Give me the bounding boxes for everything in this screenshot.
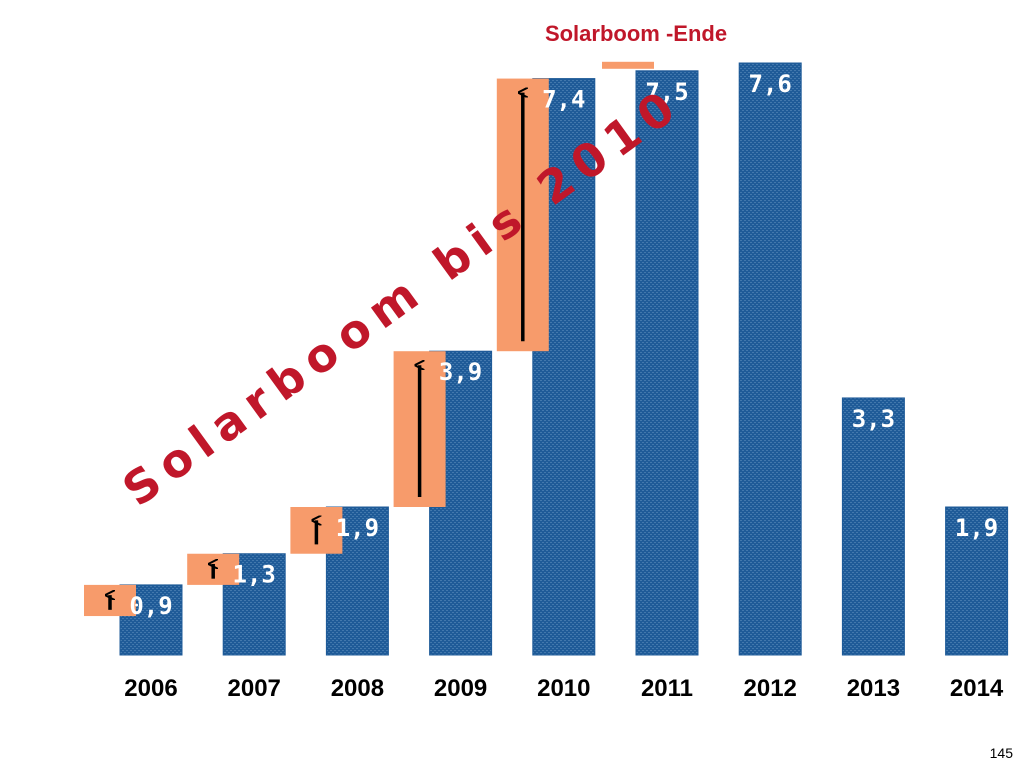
x-tick-2011: 2011 bbox=[641, 675, 693, 702]
bar-value-label-2010: 7,4 bbox=[542, 86, 585, 114]
bar-2013 bbox=[841, 397, 905, 656]
x-tick-2007: 2007 bbox=[228, 675, 281, 702]
x-axis-ticks: 2006 2007 2008 2009 2010 2011 2012 2013 2014 bbox=[124, 675, 1004, 702]
bar-2014 bbox=[945, 506, 1009, 656]
bar-value-label-2006: 0,9 bbox=[129, 592, 172, 620]
bar-value-label-2011: 7,5 bbox=[645, 78, 688, 106]
chart-title: Solarboom -Ende bbox=[545, 21, 727, 46]
bar-labels-group: 0,9 1,3 1,9 3,9 7,4 7,5 7,6 3,3 1,9 bbox=[129, 70, 998, 620]
x-tick-2013: 2013 bbox=[847, 675, 900, 702]
bar-value-label-2009: 3,9 bbox=[439, 358, 482, 386]
x-tick-2012: 2012 bbox=[744, 675, 797, 702]
page-number: 145 bbox=[990, 745, 1014, 761]
x-tick-2009: 2009 bbox=[434, 675, 487, 702]
bar-2011 bbox=[635, 70, 699, 656]
x-tick-2010: 2010 bbox=[537, 675, 590, 702]
bar-2012 bbox=[738, 62, 802, 656]
bar-value-label-2008: 1,9 bbox=[336, 514, 379, 542]
growth-increment-2011 bbox=[602, 61, 654, 69]
bar-value-label-2007: 1,3 bbox=[233, 561, 276, 589]
x-tick-2006: 2006 bbox=[124, 675, 177, 702]
x-tick-2014: 2014 bbox=[950, 675, 1004, 702]
x-tick-2008: 2008 bbox=[331, 675, 384, 702]
bar-value-label-2013: 3,3 bbox=[852, 405, 895, 433]
increments-group bbox=[84, 61, 654, 617]
bar-value-label-2012: 7,6 bbox=[749, 70, 792, 98]
bar-value-label-2014: 1,9 bbox=[955, 514, 998, 542]
